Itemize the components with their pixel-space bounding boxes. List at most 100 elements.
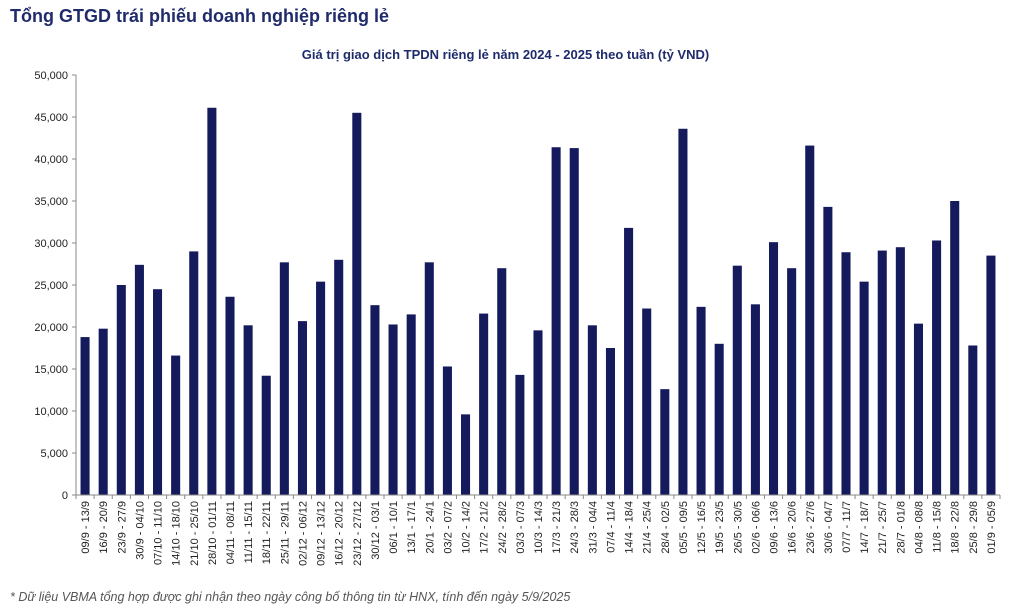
bar <box>877 250 887 495</box>
bar <box>895 247 905 495</box>
bar <box>406 314 416 495</box>
x-axis: 09/9 - 13/9 16/9 - 20/9 23/9 - 27/9 30/9 - … <box>75 494 1001 566</box>
x-tick-label: 23/6 - 27/6 <box>805 501 817 554</box>
x-tick-label: 30/12 - 03/1 <box>370 501 382 560</box>
x-tick-label: 17/3 - 21/3 <box>551 501 563 554</box>
x-tick-label: 18/8 - 22/8 <box>950 501 962 554</box>
x-tick-label: 06/1 - 10/1 <box>388 501 400 554</box>
y-axis: 0 5,000 10,000 15,000 20,000 25,000 30,000 35,0… <box>34 70 77 502</box>
x-tick-label: 11/8 - 15/8 <box>932 501 944 553</box>
x-tick-label: 16/9 - 20/9 <box>98 501 110 554</box>
bar <box>642 308 652 495</box>
x-tick-label: 04/8 - 08/8 <box>913 501 925 554</box>
bar <box>261 375 271 495</box>
bar <box>750 304 760 495</box>
bar <box>805 145 815 495</box>
bar <box>769 242 779 495</box>
y-tick-label: 10,000 <box>34 406 68 418</box>
x-tick-label: 02/6 - 06/6 <box>750 501 762 554</box>
x-tick-label: 17/2 - 21/2 <box>479 501 491 554</box>
y-tick-label: 15,000 <box>34 364 68 376</box>
x-tick-label: 09/9 - 13/9 <box>80 501 92 554</box>
y-tick-label: 50,000 <box>34 70 68 82</box>
bar <box>950 201 960 495</box>
bar <box>841 252 851 495</box>
x-tick-label: 24/3 - 28/3 <box>569 501 581 554</box>
bar <box>98 328 108 495</box>
x-tick-label: 14/4 - 18/4 <box>624 501 636 554</box>
bar <box>370 305 380 495</box>
bar <box>551 147 561 496</box>
x-tick-label: 30/9 - 04/10 <box>134 501 146 560</box>
y-tick-label: 30,000 <box>34 238 68 250</box>
chart-title: Giá trị giao dịch TPDN riêng lẻ năm 2024… <box>301 47 710 62</box>
bar <box>696 306 706 495</box>
bar <box>533 330 543 495</box>
bar <box>787 268 797 495</box>
bar <box>913 323 923 495</box>
x-tick-label: 04/11 - 08/11 <box>225 501 237 564</box>
x-tick-label: 28/4 - 02/5 <box>660 501 672 554</box>
bar <box>587 325 597 495</box>
x-tick-label: 16/12 - 20/12 <box>334 501 346 566</box>
x-tick-label: 20/1 - 24/1 <box>424 501 436 554</box>
x-tick-label: 03/2 - 07/2 <box>442 501 454 554</box>
x-tick-label: 23/9 - 27/9 <box>116 501 128 554</box>
x-tick-label: 21/7 - 25/7 <box>877 501 889 554</box>
bar <box>388 324 398 495</box>
bar <box>968 345 978 495</box>
bar <box>171 355 181 495</box>
bar <box>515 374 525 495</box>
bar <box>225 296 235 495</box>
bar <box>823 206 833 495</box>
x-tick-label: 23/12 - 27/12 <box>352 501 364 566</box>
x-tick-label: 02/12 - 06/12 <box>297 501 309 566</box>
x-tick-label: 21/10 - 25/10 <box>189 501 201 566</box>
x-tick-label: 28/10 - 01/11 <box>207 501 219 565</box>
x-tick-label: 14/10 - 18/10 <box>171 501 183 566</box>
footnote: * Dữ liệu VBMA tổng hợp được ghi nhận th… <box>10 590 571 604</box>
x-tick-label: 16/6 - 20/6 <box>787 501 799 554</box>
bar <box>624 227 634 495</box>
bar <box>116 285 126 495</box>
bar <box>461 414 471 495</box>
bar <box>986 255 996 495</box>
bar <box>605 348 615 495</box>
page-heading: Tổng GTGD trái phiếu doanh nghiệp riêng … <box>10 6 389 26</box>
x-tick-label: 05/5 - 09/5 <box>678 501 690 554</box>
x-tick-label: 30/6 - 04/7 <box>823 501 835 554</box>
y-tick-label: 45,000 <box>34 112 68 124</box>
x-tick-label: 13/1 - 17/1 <box>406 501 418 554</box>
x-tick-label: 25/11 - 29/11 <box>279 501 291 564</box>
y-tick-label: 25,000 <box>34 280 68 292</box>
bar <box>316 281 326 495</box>
bar-chart: 0 5,000 10,000 15,000 20,000 25,000 30,000 35,0… <box>34 70 1001 566</box>
x-tick-label: 07/10 - 11/10 <box>153 501 165 565</box>
bar <box>497 268 507 495</box>
x-tick-label: 18/11 - 22/11 <box>261 501 273 564</box>
bar <box>153 289 163 495</box>
x-tick-label: 10/3 - 14/3 <box>533 501 545 554</box>
x-tick-label: 11/11 - 15/11 <box>243 501 255 563</box>
bar <box>859 281 869 495</box>
y-tick-label: 0 <box>62 490 68 502</box>
bar <box>479 313 489 495</box>
y-tick-label: 5,000 <box>40 448 68 460</box>
bars <box>80 107 996 496</box>
x-tick-label: 09/6 - 13/6 <box>769 501 781 554</box>
x-tick-label: 19/5 - 23/5 <box>714 501 726 554</box>
bar <box>678 128 688 495</box>
y-tick-label: 20,000 <box>34 322 68 334</box>
bar <box>243 325 253 495</box>
bar <box>442 366 452 495</box>
x-tick-label: 21/4 - 25/4 <box>642 501 654 554</box>
bar <box>660 389 670 495</box>
bar <box>424 262 434 495</box>
bar <box>207 107 217 495</box>
bar <box>189 251 199 495</box>
x-tick-label: 01/9 - 05/9 <box>986 501 998 554</box>
x-tick-label: 07/4 - 11/4 <box>605 501 617 553</box>
x-tick-label: 09/12 - 13/12 <box>316 501 328 566</box>
bar <box>297 321 307 495</box>
x-tick-label: 31/3 - 04/4 <box>587 501 599 554</box>
